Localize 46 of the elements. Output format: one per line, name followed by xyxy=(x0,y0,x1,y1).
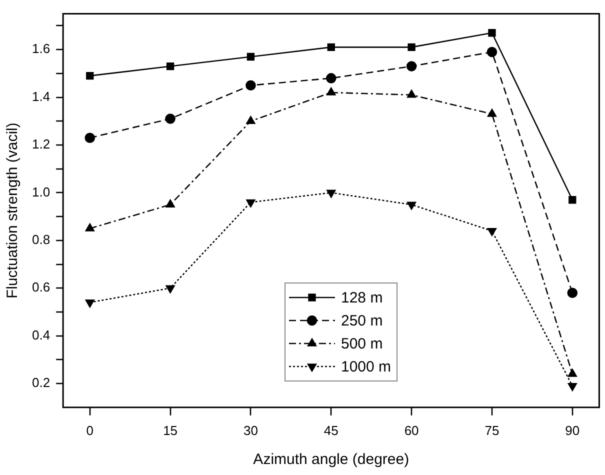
point xyxy=(86,72,94,80)
point xyxy=(246,52,255,61)
point xyxy=(166,62,174,70)
x-tick-label: 60 xyxy=(404,422,419,438)
point xyxy=(568,383,577,392)
y-tick-label: 0.4 xyxy=(32,327,50,342)
point xyxy=(246,80,256,91)
y-tick-label: 0.2 xyxy=(32,375,50,390)
point xyxy=(567,288,578,298)
y-tick-label: 1.2 xyxy=(32,136,50,152)
y-axis-title: Fluctuation strength (vacil) xyxy=(4,122,22,299)
legend-label: 250 m xyxy=(341,312,383,330)
point xyxy=(487,228,497,236)
y-tick-label: 1.4 xyxy=(32,88,50,104)
point xyxy=(407,202,416,210)
legend-label: 500 m xyxy=(341,336,383,353)
point xyxy=(166,285,175,294)
point xyxy=(407,90,416,98)
point xyxy=(326,87,336,96)
point xyxy=(246,116,256,124)
x-tick-label: 45 xyxy=(324,422,338,438)
y-tick-label: 0.8 xyxy=(32,232,50,247)
y-tick-label: 0.6 xyxy=(32,280,50,295)
point xyxy=(326,190,336,198)
x-tick-label: 0 xyxy=(86,422,94,438)
point xyxy=(488,29,496,37)
point xyxy=(84,132,96,143)
point xyxy=(406,61,417,72)
point xyxy=(327,43,335,52)
legend-label: 128 m xyxy=(341,290,383,307)
x-axis-title: Azimuth angle (degree) xyxy=(253,451,410,468)
point xyxy=(408,43,416,52)
point xyxy=(568,196,576,204)
legend-label: 1000 m xyxy=(341,358,392,376)
point xyxy=(326,73,336,84)
point xyxy=(85,300,94,308)
x-tick-label: 15 xyxy=(163,422,178,438)
y-tick-label: 1.6 xyxy=(32,41,50,56)
y-tick-label: 1.0 xyxy=(32,184,50,200)
x-tick-label: 75 xyxy=(484,422,500,438)
point xyxy=(486,46,498,58)
point xyxy=(246,199,256,208)
x-tick-label: 90 xyxy=(565,422,580,438)
point xyxy=(487,108,497,117)
point xyxy=(165,114,176,124)
x-tick-label: 30 xyxy=(243,422,258,438)
